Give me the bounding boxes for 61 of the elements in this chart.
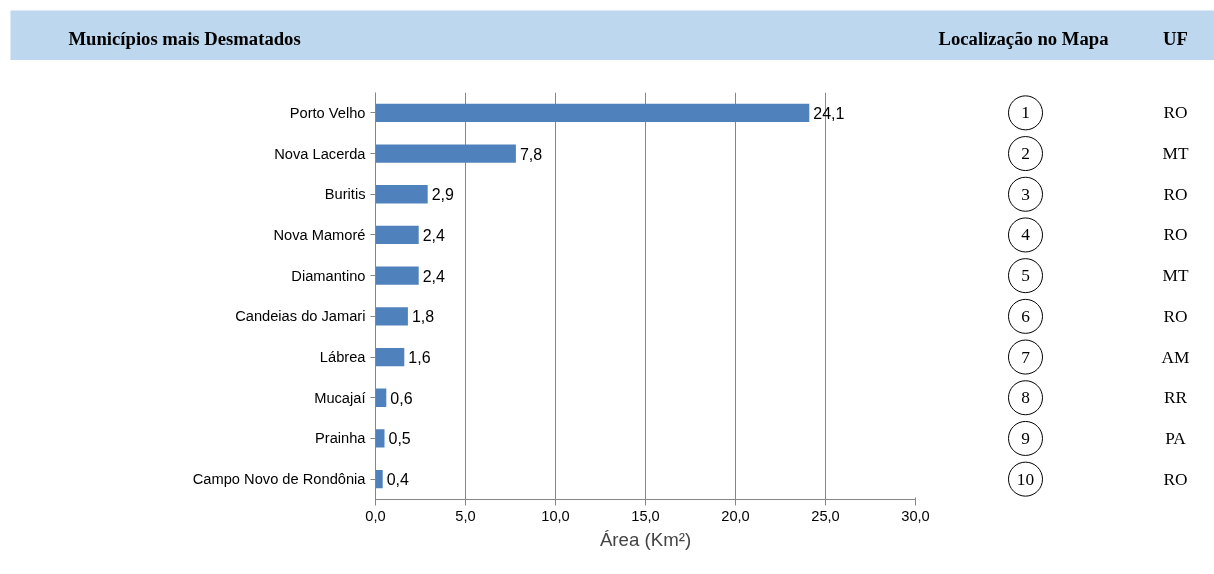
y-tick-label: Buritis: [324, 186, 366, 203]
text: RO: [1163, 184, 1188, 204]
bar: [375, 429, 385, 448]
data-label: 0,5: [388, 430, 411, 448]
data-label: 2,9: [431, 186, 455, 204]
data-label: 0,4: [386, 471, 410, 489]
y-tick-label: Mucajaí: [314, 389, 366, 406]
text: MT: [1162, 266, 1189, 286]
y-tick-label: Nova Mamoré: [273, 226, 366, 243]
text: UF: [1163, 28, 1188, 49]
text: 5: [1021, 266, 1030, 286]
text: 6: [1021, 306, 1031, 326]
y-tick-label: Campo Novo de Rondônia: [192, 471, 367, 488]
x-tick-label: 0,0: [365, 507, 386, 524]
text: RO: [1163, 306, 1188, 326]
bar: [375, 225, 419, 245]
data-label: 1,8: [411, 308, 435, 326]
data-label: 2,4: [422, 226, 446, 244]
bar: [375, 266, 419, 285]
text: AM: [1161, 347, 1190, 367]
x-axis-title: Área (Km²): [599, 528, 692, 550]
text: 1: [1021, 103, 1030, 123]
bar: [375, 388, 387, 407]
text: MT: [1162, 144, 1189, 164]
text: PA: [1165, 428, 1187, 448]
text: 4: [1021, 225, 1031, 245]
x-tick-label: 20,0: [721, 507, 750, 524]
text: RO: [1163, 225, 1188, 245]
text: 3: [1021, 184, 1030, 204]
data-label: 2,4: [422, 267, 446, 285]
data-label: 0,6: [390, 389, 413, 407]
text: 2: [1021, 144, 1030, 164]
bar: [375, 469, 383, 489]
x-tick-label: 30,0: [901, 507, 930, 524]
text: Municípios mais Desmatados: [68, 28, 301, 49]
text: RO: [1163, 469, 1188, 489]
text: Localização no Mapa: [938, 28, 1110, 49]
data-label: 1,6: [408, 349, 431, 367]
bar: [375, 307, 408, 326]
y-tick-label: Diamantino: [291, 267, 366, 284]
text: 8: [1021, 388, 1030, 408]
text: RO: [1163, 103, 1188, 123]
y-tick-label: Candeias do Jamari: [235, 308, 366, 325]
y-tick-label: Nova Lacerda: [274, 145, 367, 162]
text: 9: [1021, 428, 1030, 448]
text: 10: [1016, 469, 1035, 489]
y-tick-label: Prainha: [314, 430, 367, 447]
x-tick-label: 10,0: [541, 507, 570, 524]
y-tick-label: Lábrea: [319, 349, 367, 366]
x-tick-label: 25,0: [811, 507, 840, 524]
x-tick-label: 15,0: [631, 507, 660, 524]
bar: [375, 144, 516, 163]
x-tick-label: 5,0: [455, 507, 476, 524]
bar: [375, 185, 428, 204]
text: 7: [1021, 347, 1031, 367]
text: RR: [1163, 388, 1188, 408]
data-label: 7,8: [519, 145, 543, 163]
bar: [375, 347, 405, 367]
bar: [375, 103, 810, 123]
y-tick-label: Porto Velho: [289, 104, 366, 121]
data-label: 24,1: [813, 104, 845, 122]
